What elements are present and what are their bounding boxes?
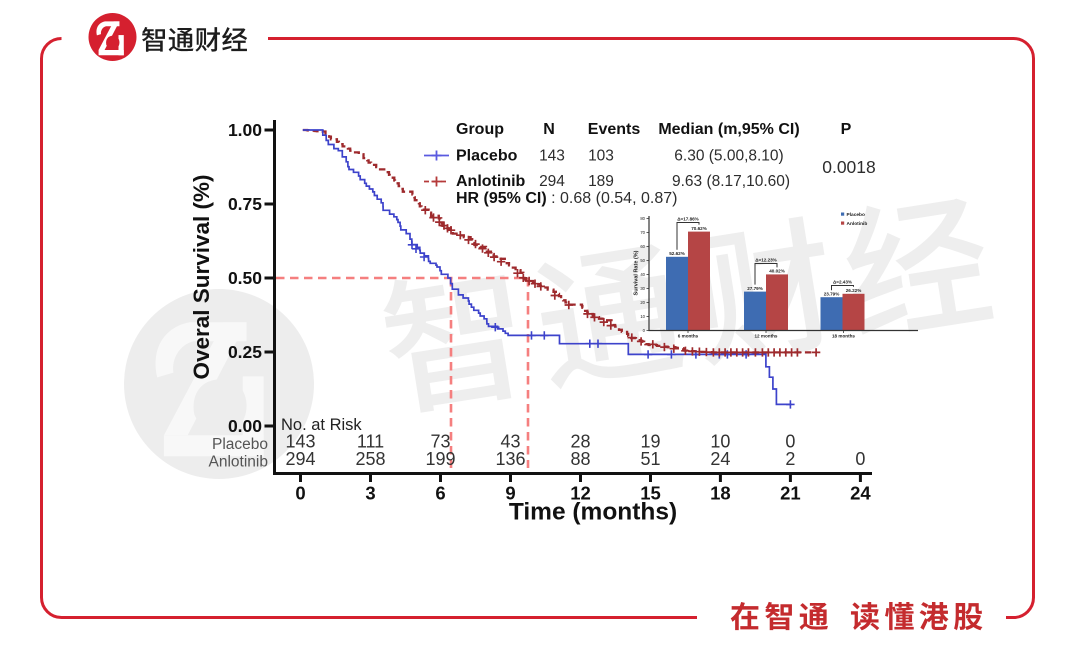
svg-text:43: 43 <box>500 432 520 452</box>
svg-text:Anlotinib: Anlotinib <box>847 221 868 227</box>
svg-text:60: 60 <box>640 244 645 249</box>
svg-text:88: 88 <box>570 449 590 469</box>
svg-text:9.63 (8.17,10.60): 9.63 (8.17,10.60) <box>672 173 790 190</box>
svg-text:143: 143 <box>285 432 315 452</box>
svg-text:50: 50 <box>640 258 645 263</box>
svg-text:103: 103 <box>588 148 614 165</box>
svg-text:Anlotinib: Anlotinib <box>209 454 268 471</box>
svg-text:Anlotinib: Anlotinib <box>456 173 526 190</box>
svg-text:Group: Group <box>456 121 504 138</box>
svg-text:3: 3 <box>365 483 375 504</box>
svg-text:Events: Events <box>588 121 641 138</box>
svg-text:Overal Survival (%): Overal Survival (%) <box>189 174 214 379</box>
svg-text:0: 0 <box>855 449 865 469</box>
svg-text:23.79%: 23.79% <box>824 291 840 296</box>
svg-text:80: 80 <box>640 216 645 221</box>
svg-text:258: 258 <box>355 449 385 469</box>
svg-text:70.62%: 70.62% <box>691 226 707 231</box>
svg-text:18 months: 18 months <box>832 334 855 339</box>
svg-text:Time (months): Time (months) <box>509 499 677 526</box>
svg-text:40: 40 <box>640 272 645 277</box>
svg-text:20: 20 <box>640 300 645 305</box>
svg-text:136: 136 <box>495 449 525 469</box>
svg-text:0: 0 <box>295 483 305 504</box>
svg-text:10: 10 <box>640 314 645 319</box>
svg-text:Δ=12.23%: Δ=12.23% <box>755 258 777 263</box>
svg-text:0: 0 <box>643 328 646 333</box>
svg-text:0.50: 0.50 <box>228 268 262 288</box>
svg-text:12 months: 12 months <box>755 334 778 339</box>
svg-text:51: 51 <box>640 449 660 469</box>
svg-text:12: 12 <box>570 483 591 504</box>
svg-text:30: 30 <box>640 286 645 291</box>
svg-text:10: 10 <box>710 432 730 452</box>
svg-text:6.30 (5.00,8.10): 6.30 (5.00,8.10) <box>674 148 783 165</box>
svg-text:27.79%: 27.79% <box>747 286 763 291</box>
svg-text:73: 73 <box>430 432 450 452</box>
svg-text:24: 24 <box>850 483 871 504</box>
svg-text:Survival Rate (%): Survival Rate (%) <box>634 250 640 295</box>
svg-text:21: 21 <box>780 483 801 504</box>
svg-text:28: 28 <box>570 432 590 452</box>
svg-text:24: 24 <box>710 449 730 469</box>
svg-text:18: 18 <box>710 483 731 504</box>
svg-text:Placebo: Placebo <box>456 148 518 165</box>
svg-text:Δ=17.86%: Δ=17.86% <box>677 217 699 222</box>
svg-text:Placebo: Placebo <box>847 212 865 218</box>
svg-text:70: 70 <box>640 230 645 235</box>
svg-text:15: 15 <box>640 483 661 504</box>
svg-text:2: 2 <box>785 449 795 469</box>
svg-text:Δ=2.43%: Δ=2.43% <box>833 280 852 285</box>
svg-text:Median (m,95% CI): Median (m,95% CI) <box>658 121 799 138</box>
svg-text:6: 6 <box>435 483 445 504</box>
svg-text:No. at Risk: No. at Risk <box>281 416 362 434</box>
svg-text:52.62%: 52.62% <box>669 251 685 256</box>
svg-text:294: 294 <box>285 449 315 469</box>
svg-text:111: 111 <box>357 432 384 452</box>
svg-text:P: P <box>841 121 852 138</box>
svg-text:0: 0 <box>785 432 795 452</box>
svg-text:199: 199 <box>425 449 455 469</box>
svg-text:189: 189 <box>588 173 614 190</box>
svg-text:HR (95% CI) : 0.68 (0.54, 0.87: HR (95% CI) : 0.68 (0.54, 0.87) <box>456 190 677 207</box>
svg-text:40.02%: 40.02% <box>769 269 785 274</box>
svg-text:Placebo: Placebo <box>212 436 268 453</box>
svg-text:6 months: 6 months <box>678 334 699 339</box>
svg-text:0.75: 0.75 <box>228 194 262 214</box>
svg-text:0.0018: 0.0018 <box>822 157 876 177</box>
svg-text:143: 143 <box>539 148 565 165</box>
svg-text:19: 19 <box>640 432 660 452</box>
svg-text:294: 294 <box>539 173 565 190</box>
svg-text:N: N <box>543 121 555 138</box>
svg-text:9: 9 <box>505 483 515 504</box>
svg-text:0.25: 0.25 <box>228 342 262 362</box>
svg-text:0.00: 0.00 <box>228 416 262 436</box>
svg-text:26.22%: 26.22% <box>846 288 862 293</box>
svg-text:1.00: 1.00 <box>228 120 262 140</box>
